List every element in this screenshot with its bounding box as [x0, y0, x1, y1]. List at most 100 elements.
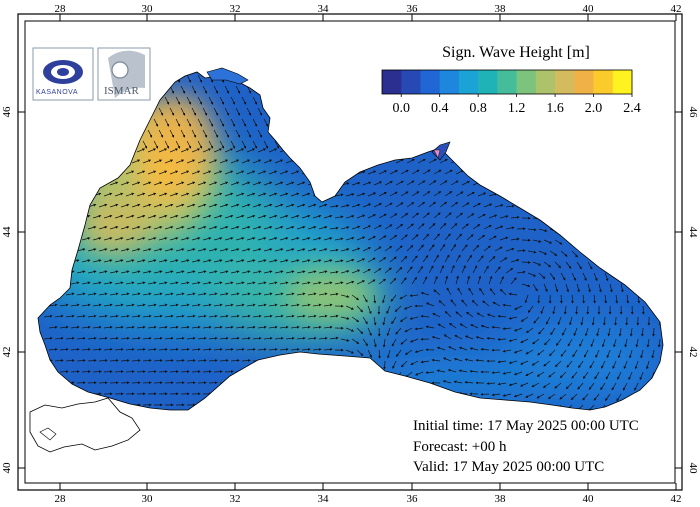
wave-arrow [164, 226, 174, 230]
wave-arrow [433, 169, 442, 175]
wave-arrow [389, 213, 398, 219]
wave-arrow [252, 159, 262, 164]
wave-arrow [428, 265, 434, 274]
wave-arrow [165, 248, 174, 252]
wave-arrow [274, 140, 280, 149]
wave-arrow [502, 303, 512, 307]
wave-arrow [230, 203, 240, 208]
wave-arrow [528, 250, 537, 254]
wave-arrow [499, 257, 508, 263]
wave-arrow [158, 214, 168, 219]
wave-arrow [286, 248, 295, 252]
wave-arrow [517, 249, 526, 253]
wave-arrow [455, 212, 463, 219]
wave-arrow [308, 292, 317, 296]
wave-arrow [433, 233, 440, 241]
wave-arrow [136, 170, 146, 175]
wave-arrow [247, 281, 256, 285]
wave-arrow [450, 243, 457, 252]
wave-arrow [230, 181, 240, 186]
wave-arrow [236, 303, 245, 307]
wave-arrow [164, 96, 170, 105]
wave-arrow [247, 259, 256, 263]
wave-arrow [313, 303, 322, 307]
wave-arrow [186, 159, 196, 164]
wave-arrow [114, 237, 124, 241]
wave-arrow [176, 292, 185, 296]
wave-arrow [351, 181, 361, 186]
wave-arrow [433, 212, 441, 219]
legend-tick-label: 1.6 [546, 101, 564, 116]
wave-arrow [362, 294, 368, 303]
wave-arrow [422, 191, 431, 197]
wave-arrow [571, 294, 574, 304]
wave-arrow [411, 169, 420, 175]
wave-arrow [607, 327, 611, 337]
wave-arrow [422, 276, 428, 285]
wave-arrow [439, 265, 444, 274]
wave-arrow [461, 299, 468, 307]
wave-arrow [425, 325, 435, 329]
wave-arrow [197, 140, 203, 149]
wave-arrow [341, 226, 350, 230]
wave-arrow [575, 305, 578, 315]
wave-arrow [169, 107, 175, 116]
wave-arrow [291, 259, 300, 263]
wave-arrow [93, 303, 102, 307]
lon-tick-label-top: 38 [495, 3, 507, 15]
wave-arrow [87, 226, 97, 230]
wave-arrow [77, 248, 86, 252]
wave-arrow [450, 201, 459, 208]
wave-arrow [225, 325, 234, 329]
lon-tick-label-bottom: 36 [407, 493, 419, 505]
wave-arrow [340, 270, 350, 274]
wave-arrow [191, 170, 201, 175]
wave-arrow [115, 303, 124, 307]
wave-arrow [367, 214, 377, 219]
wave-arrow [296, 181, 306, 186]
lon-tick-label-bottom: 42 [671, 493, 682, 505]
wave-arrow [191, 129, 197, 138]
wave-arrow [164, 159, 174, 164]
wave-arrow [499, 276, 504, 285]
wave-arrow [252, 140, 258, 149]
wave-arrow [241, 181, 251, 186]
legend-swatch [497, 70, 517, 94]
wave-arrow [186, 96, 192, 105]
wave-arrow [356, 170, 366, 175]
wave-arrow [257, 148, 267, 153]
wave-arrow [175, 96, 181, 105]
wave-arrow [420, 291, 430, 296]
legend-swatch [478, 70, 498, 94]
wave-arrow [382, 316, 386, 326]
wave-arrow [258, 303, 267, 307]
wave-arrow [137, 281, 146, 285]
wave-arrow [455, 275, 459, 285]
wave-arrow [143, 270, 152, 274]
wave-arrow [66, 314, 75, 318]
wave-arrow [576, 283, 580, 293]
wave-arrow [214, 303, 223, 307]
wave-arrow [335, 281, 344, 285]
wave-arrow [264, 248, 273, 252]
wave-arrow [439, 159, 448, 164]
wave-arrow [395, 202, 404, 208]
wave-arrow [224, 148, 234, 153]
wave-arrow [437, 323, 446, 329]
wave-arrow [596, 327, 600, 337]
wave-arrow [472, 203, 481, 208]
wave-arrow [330, 226, 339, 230]
wave-arrow [253, 314, 262, 318]
wave-arrow [373, 224, 382, 230]
wave-arrow [49, 325, 58, 329]
wave-arrow [77, 292, 86, 296]
wave-arrow [170, 303, 179, 307]
wave-arrow [562, 327, 567, 336]
wave-arrow [224, 129, 230, 138]
lon-tick-label-bottom: 28 [55, 493, 67, 505]
wave-arrow [471, 299, 479, 307]
wave-arrow [466, 192, 475, 197]
wave-arrow [143, 248, 152, 252]
wave-arrow [148, 259, 157, 263]
wave-arrow [209, 292, 218, 296]
